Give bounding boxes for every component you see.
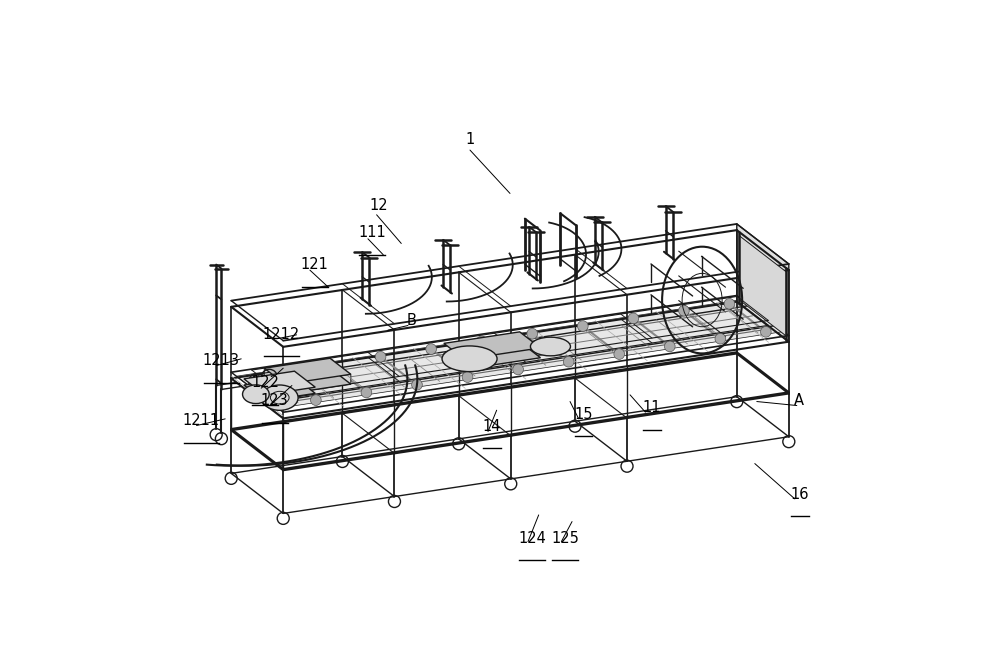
Text: 125: 125 bbox=[551, 531, 579, 546]
Polygon shape bbox=[244, 378, 315, 401]
Polygon shape bbox=[244, 372, 315, 395]
Text: 16: 16 bbox=[791, 487, 809, 502]
Polygon shape bbox=[737, 224, 789, 342]
Circle shape bbox=[715, 334, 726, 344]
Text: 121: 121 bbox=[301, 257, 329, 272]
Text: 122: 122 bbox=[251, 376, 279, 390]
Text: 15: 15 bbox=[574, 407, 593, 422]
Text: 1: 1 bbox=[465, 132, 475, 147]
Circle shape bbox=[513, 364, 523, 375]
Polygon shape bbox=[444, 332, 540, 360]
Circle shape bbox=[274, 367, 285, 378]
Ellipse shape bbox=[530, 338, 570, 356]
Circle shape bbox=[527, 328, 538, 339]
Circle shape bbox=[628, 313, 639, 323]
Polygon shape bbox=[264, 368, 351, 394]
Polygon shape bbox=[739, 236, 786, 336]
Text: 12: 12 bbox=[369, 199, 388, 213]
Text: 1213: 1213 bbox=[203, 354, 240, 368]
Text: 11: 11 bbox=[643, 400, 661, 415]
Text: 123: 123 bbox=[261, 394, 288, 408]
Polygon shape bbox=[264, 358, 330, 378]
Circle shape bbox=[679, 305, 689, 316]
Polygon shape bbox=[264, 358, 351, 384]
Text: 14: 14 bbox=[483, 419, 501, 434]
Ellipse shape bbox=[243, 385, 269, 404]
Circle shape bbox=[412, 380, 422, 390]
Circle shape bbox=[563, 356, 574, 367]
Polygon shape bbox=[285, 374, 351, 394]
Text: 1211: 1211 bbox=[183, 414, 220, 428]
Circle shape bbox=[577, 321, 588, 331]
Circle shape bbox=[614, 349, 625, 360]
Text: B: B bbox=[407, 313, 417, 328]
Polygon shape bbox=[236, 299, 784, 408]
Circle shape bbox=[426, 344, 436, 354]
Circle shape bbox=[325, 359, 335, 370]
Circle shape bbox=[476, 336, 487, 347]
Ellipse shape bbox=[261, 385, 298, 410]
Ellipse shape bbox=[442, 346, 497, 372]
Text: 124: 124 bbox=[518, 531, 546, 546]
Circle shape bbox=[361, 387, 372, 398]
Circle shape bbox=[375, 352, 386, 362]
Circle shape bbox=[664, 341, 675, 352]
Circle shape bbox=[462, 372, 473, 382]
Text: 1212: 1212 bbox=[263, 327, 300, 342]
Circle shape bbox=[761, 327, 771, 338]
Text: 111: 111 bbox=[358, 225, 386, 240]
Text: A: A bbox=[794, 394, 804, 408]
Circle shape bbox=[311, 395, 321, 406]
Polygon shape bbox=[444, 342, 540, 370]
Circle shape bbox=[724, 299, 735, 309]
